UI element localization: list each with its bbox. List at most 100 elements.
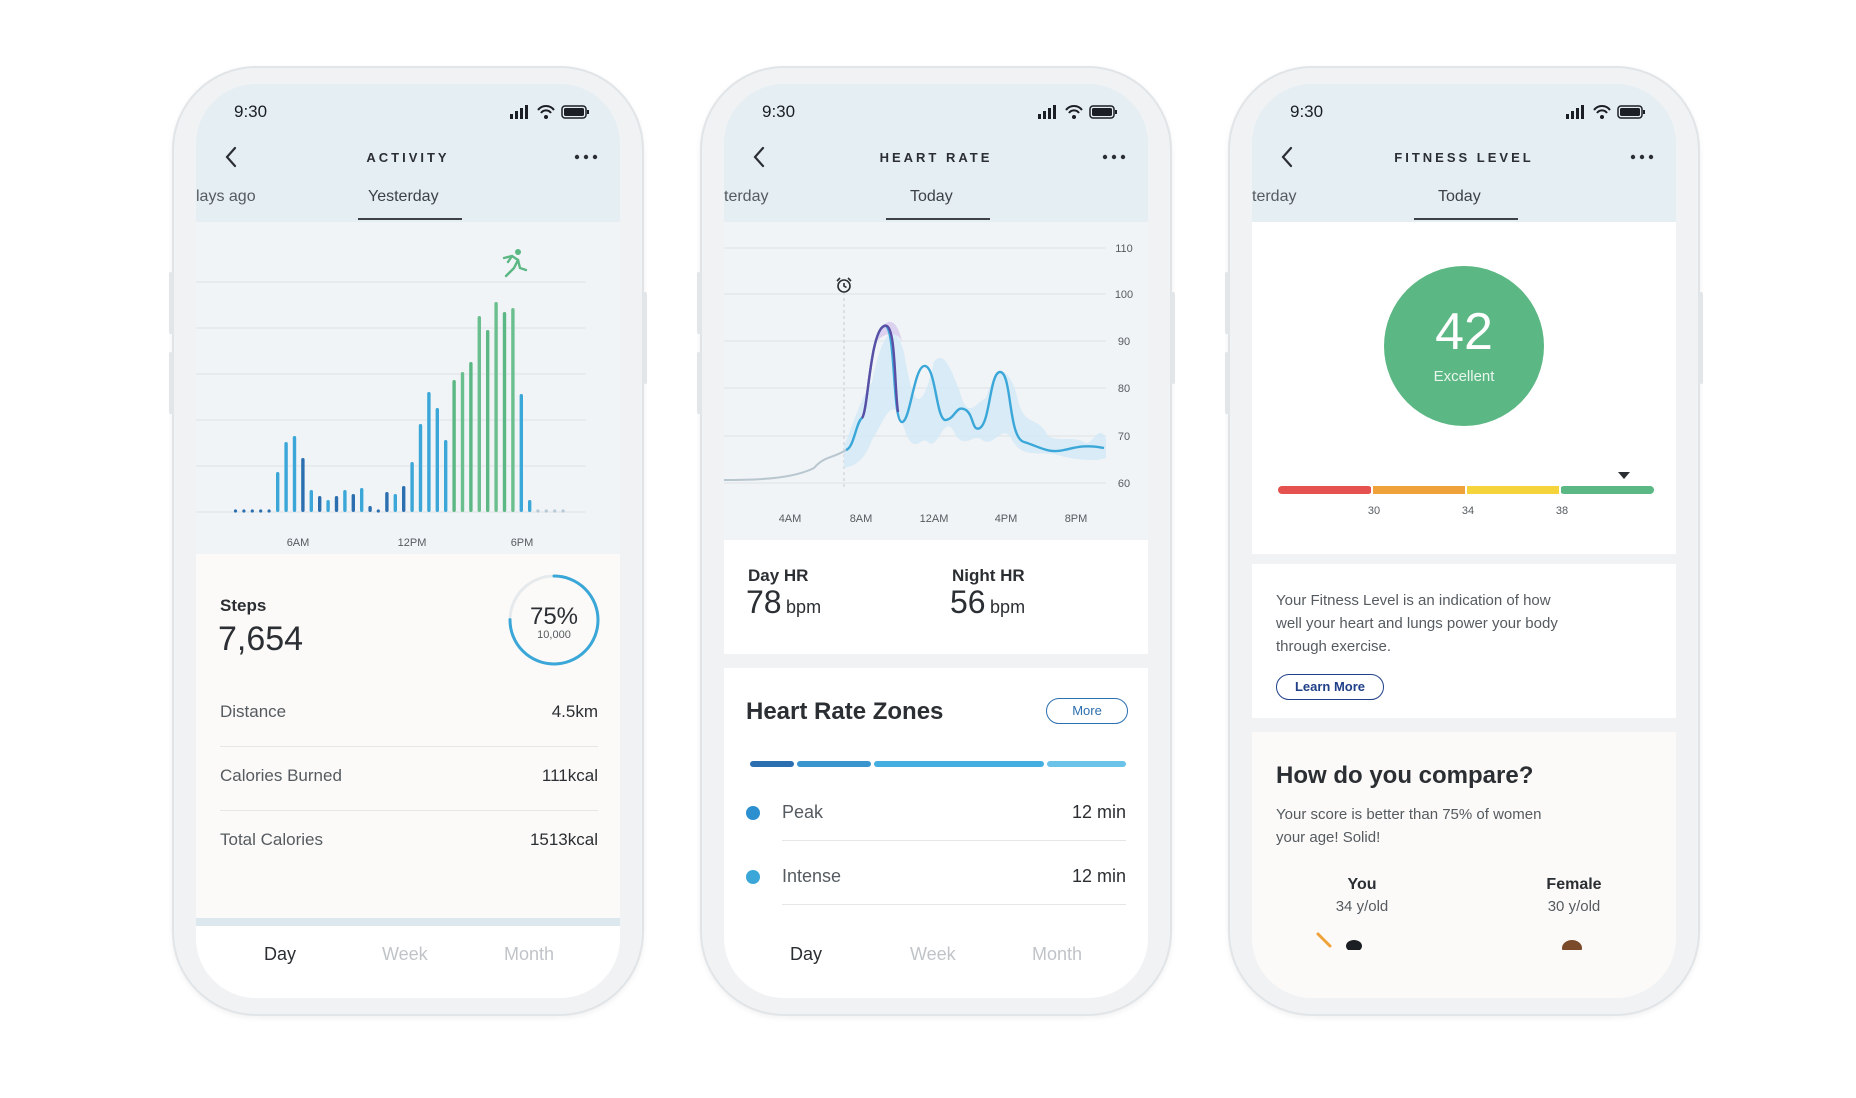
female-age: 30 y/old xyxy=(1547,898,1601,915)
night-hr-unit: bpm xyxy=(990,597,1026,617)
top-bar: 9:30 HEART RATE terday Today xyxy=(724,84,1148,222)
more-icon[interactable] xyxy=(572,144,600,170)
back-icon[interactable] xyxy=(748,144,772,170)
bottom-tab-day[interactable]: Day xyxy=(790,944,823,964)
activity-bar xyxy=(561,509,565,513)
metric-value: 4.5km xyxy=(551,702,598,721)
activity-bar xyxy=(536,509,540,513)
axis-label-6am: 6AM xyxy=(287,537,310,549)
female-label: Female xyxy=(1546,876,1602,893)
steps-value: 7,654 xyxy=(218,620,304,658)
divider xyxy=(782,904,1126,905)
metric-row-distance[interactable]: Distance 4.5km xyxy=(220,694,598,734)
bottom-tab-week[interactable]: Week xyxy=(910,944,956,964)
bottom-nav: Day Week Month xyxy=(724,926,1148,998)
night-hr-label: Night HR xyxy=(952,566,1025,585)
zone-row-intense[interactable]: Intense 12 min xyxy=(746,856,1126,896)
y-tick: 100 xyxy=(1115,289,1133,301)
activity-bar xyxy=(410,462,414,512)
activity-bar xyxy=(343,490,347,512)
scale-tick: 34 xyxy=(1462,505,1474,517)
x-tick: 8AM xyxy=(850,513,873,525)
back-icon[interactable] xyxy=(1276,144,1300,170)
activity-bar xyxy=(292,436,297,512)
zones-more-button[interactable]: More xyxy=(1046,698,1128,724)
zone-dot xyxy=(746,806,760,820)
hr-summary-card: Day HR 78 bpm Night HR 56 bpm xyxy=(724,540,1148,654)
activity-bar xyxy=(511,308,515,512)
zones-title: Heart Rate Zones xyxy=(746,698,944,725)
goal-ring: 75% 10,000 xyxy=(508,574,600,666)
tab-underline xyxy=(358,218,462,220)
activity-bar xyxy=(502,312,507,512)
tab-previous[interactable]: lays ago xyxy=(196,188,256,205)
more-icon[interactable] xyxy=(1628,144,1656,170)
activity-bar xyxy=(553,509,557,513)
activity-bar xyxy=(418,424,423,512)
alarm-clock-icon xyxy=(836,277,852,293)
y-tick: 60 xyxy=(1118,478,1130,490)
activity-bar xyxy=(233,509,238,513)
bottom-tab-month[interactable]: Month xyxy=(504,944,555,964)
divider xyxy=(220,746,598,747)
running-person-icon xyxy=(502,249,528,278)
card-gap xyxy=(1252,554,1676,564)
phone-activity: 9:30 ACTIVITY lays ago Yesterday xyxy=(169,66,647,1016)
side-button xyxy=(1225,272,1229,334)
zone-row-peak[interactable]: Peak 12 min xyxy=(746,792,1126,832)
zone-value: 12 min xyxy=(1071,802,1126,822)
score-circle: 42 Excellent xyxy=(1384,266,1544,426)
tab-previous[interactable]: terday xyxy=(1252,188,1297,205)
axis-label-6pm: 6PM xyxy=(511,537,534,549)
tab-underline xyxy=(886,218,990,220)
y-tick: 90 xyxy=(1118,336,1130,348)
activity-bar xyxy=(486,330,490,512)
metric-value: 111kcal xyxy=(541,766,598,785)
description-line: through exercise. xyxy=(1276,638,1392,655)
night-hr-value: 56 xyxy=(950,584,986,620)
side-button xyxy=(697,272,701,334)
activity-chart: 6AM 12PM 6PM xyxy=(196,222,620,554)
bottom-tab-month[interactable]: Month xyxy=(1032,944,1083,964)
activity-bar xyxy=(402,486,406,512)
scale-tick: 30 xyxy=(1368,505,1380,517)
x-tick: 12AM xyxy=(920,513,949,525)
fitness-score-card: 42 Excellent 30 34 38 xyxy=(1252,222,1676,554)
bottom-tab-day[interactable]: Day xyxy=(264,944,297,964)
side-button xyxy=(1225,352,1229,414)
learn-more-button[interactable]: Learn More xyxy=(1276,674,1384,700)
activity-bar xyxy=(309,490,313,512)
status-time: 9:30 xyxy=(234,102,268,121)
activity-bar xyxy=(494,302,498,512)
zones-bar xyxy=(750,761,1126,767)
phone-heart-rate: 9:30 HEART RATE terday Today xyxy=(697,66,1175,1016)
more-icon[interactable] xyxy=(1100,144,1128,170)
side-button xyxy=(697,352,701,414)
status-time: 9:30 xyxy=(1290,102,1324,121)
day-hr-unit: bpm xyxy=(786,597,822,617)
activity-bar xyxy=(318,496,322,512)
tab-today[interactable]: Today xyxy=(910,188,953,205)
activity-bar xyxy=(334,496,339,512)
activity-bar xyxy=(544,509,548,513)
side-button xyxy=(169,352,173,414)
y-tick: 80 xyxy=(1118,383,1130,395)
tab-yesterday[interactable]: Yesterday xyxy=(368,188,439,205)
tab-previous[interactable]: terday xyxy=(724,188,769,205)
y-tick: 70 xyxy=(1118,431,1130,443)
metric-row-calories-burned[interactable]: Calories Burned 111kcal xyxy=(220,758,598,798)
day-hr-reading: 78 bpm xyxy=(746,584,821,621)
description-line: well your heart and lungs power your bod… xyxy=(1276,615,1558,632)
activity-bar xyxy=(452,380,456,512)
metric-row-total-calories[interactable]: Total Calories 1513kcal xyxy=(220,822,598,862)
tab-today[interactable]: Today xyxy=(1438,188,1481,205)
status-icons xyxy=(1566,105,1645,119)
top-bar: 9:30 ACTIVITY lays ago Yesterday xyxy=(196,84,620,222)
activity-bar xyxy=(385,492,389,512)
bottom-tab-week[interactable]: Week xyxy=(382,944,428,964)
heart-rate-zones-card: Heart Rate Zones More Peak 12 min Intens… xyxy=(724,668,1148,926)
activity-bar xyxy=(360,488,364,512)
screen: 9:30 HEART RATE terday Today xyxy=(724,84,1148,998)
score-label: Excellent xyxy=(1433,368,1495,385)
back-icon[interactable] xyxy=(220,144,244,170)
